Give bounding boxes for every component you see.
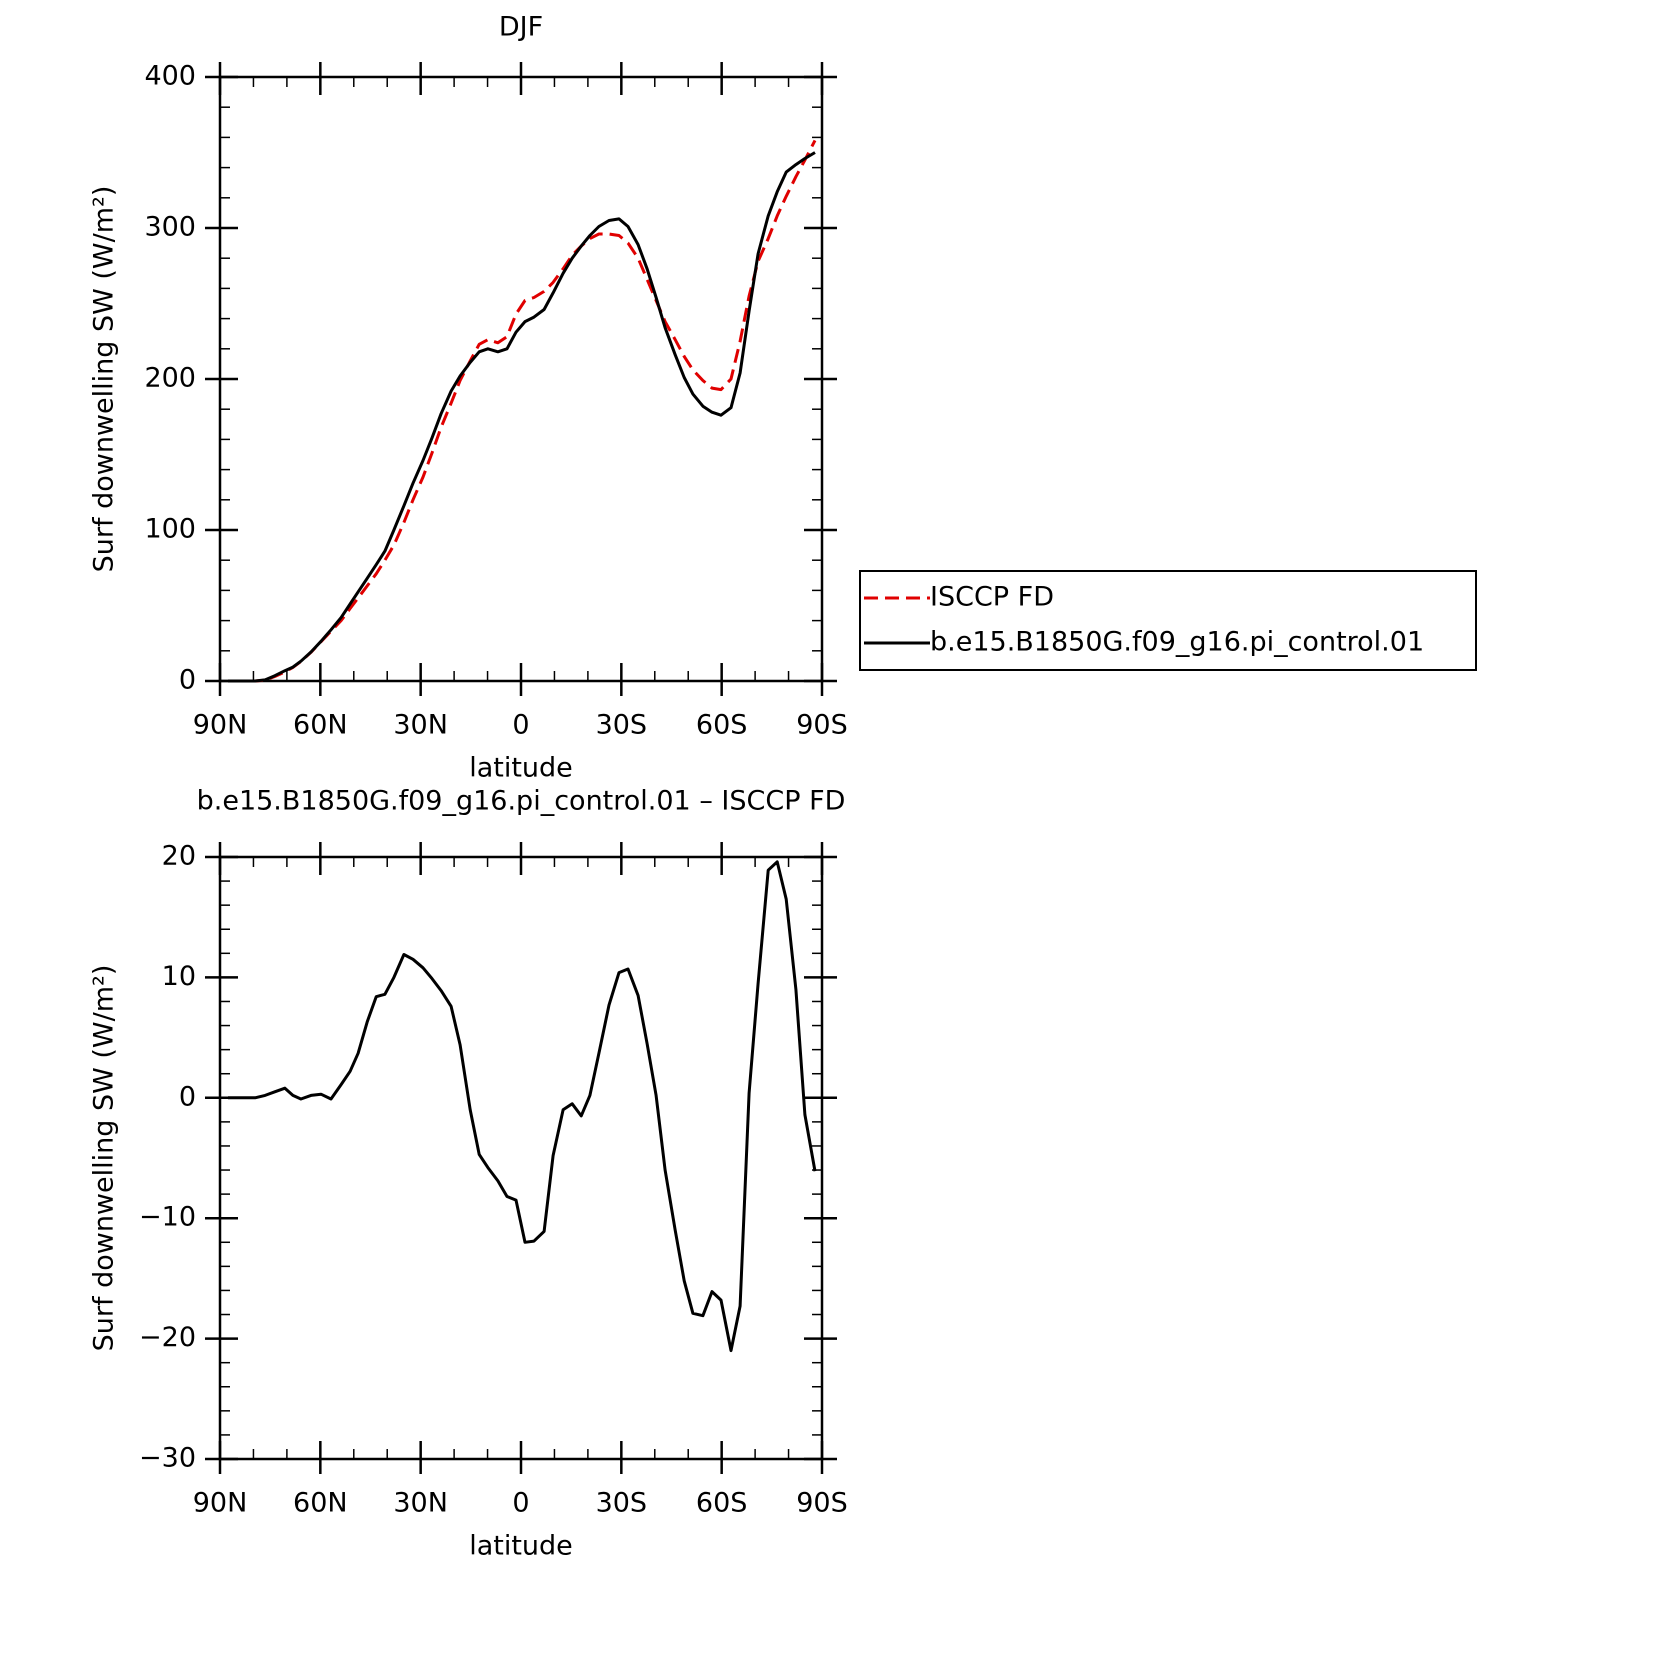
x-tick-label: 90N: [193, 710, 248, 741]
data-line: [228, 860, 817, 1353]
x-axis-label: latitude: [469, 753, 573, 784]
legend-box: [859, 570, 1477, 671]
y-tick-label: 20: [162, 841, 196, 872]
y-tick-label: 400: [144, 61, 196, 92]
y-tick-label: 300: [144, 212, 196, 243]
chart-title: b.e15.B1850G.f09_g16.pi_control.01 – ISC…: [197, 786, 846, 817]
legend-label: ISCCP FD: [930, 582, 1054, 613]
y-tick-label: 0: [179, 665, 196, 696]
y-tick-label: 10: [162, 961, 196, 992]
x-tick-label: 60S: [696, 710, 748, 741]
data-line: [228, 151, 816, 683]
legend-label: b.e15.B1850G.f09_g16.pi_control.01: [930, 627, 1424, 658]
y-tick-label: 0: [179, 1081, 196, 1112]
plot-frame: [218, 75, 824, 683]
x-tick-label: 0: [512, 710, 529, 741]
x-tick-label: 60S: [696, 1488, 748, 1519]
x-tick-label: 30N: [393, 710, 448, 741]
x-tick-label: 30S: [596, 710, 648, 741]
x-tick-label: 90N: [193, 1488, 248, 1519]
x-axis-label: latitude: [469, 1531, 573, 1562]
y-tick-label: −10: [139, 1202, 196, 1233]
y-tick-label: −20: [139, 1322, 196, 1353]
plot-frame: [218, 855, 824, 1461]
x-tick-label: 60N: [293, 710, 348, 741]
x-tick-label: 90S: [796, 1488, 848, 1519]
x-tick-label: 0: [512, 1488, 529, 1519]
x-tick-label: 90S: [796, 710, 848, 741]
y-tick-label: −30: [139, 1443, 196, 1474]
x-tick-label: 30N: [393, 1488, 448, 1519]
y-tick-label: 100: [144, 514, 196, 545]
x-tick-label: 60N: [293, 1488, 348, 1519]
y-axis-label: Surf downwelling SW (W/m²): [89, 965, 120, 1352]
y-tick-label: 200: [144, 363, 196, 394]
chart-title: DJF: [499, 12, 543, 43]
x-tick-label: 30S: [596, 1488, 648, 1519]
y-axis-label: Surf downwelling SW (W/m²): [89, 186, 120, 573]
